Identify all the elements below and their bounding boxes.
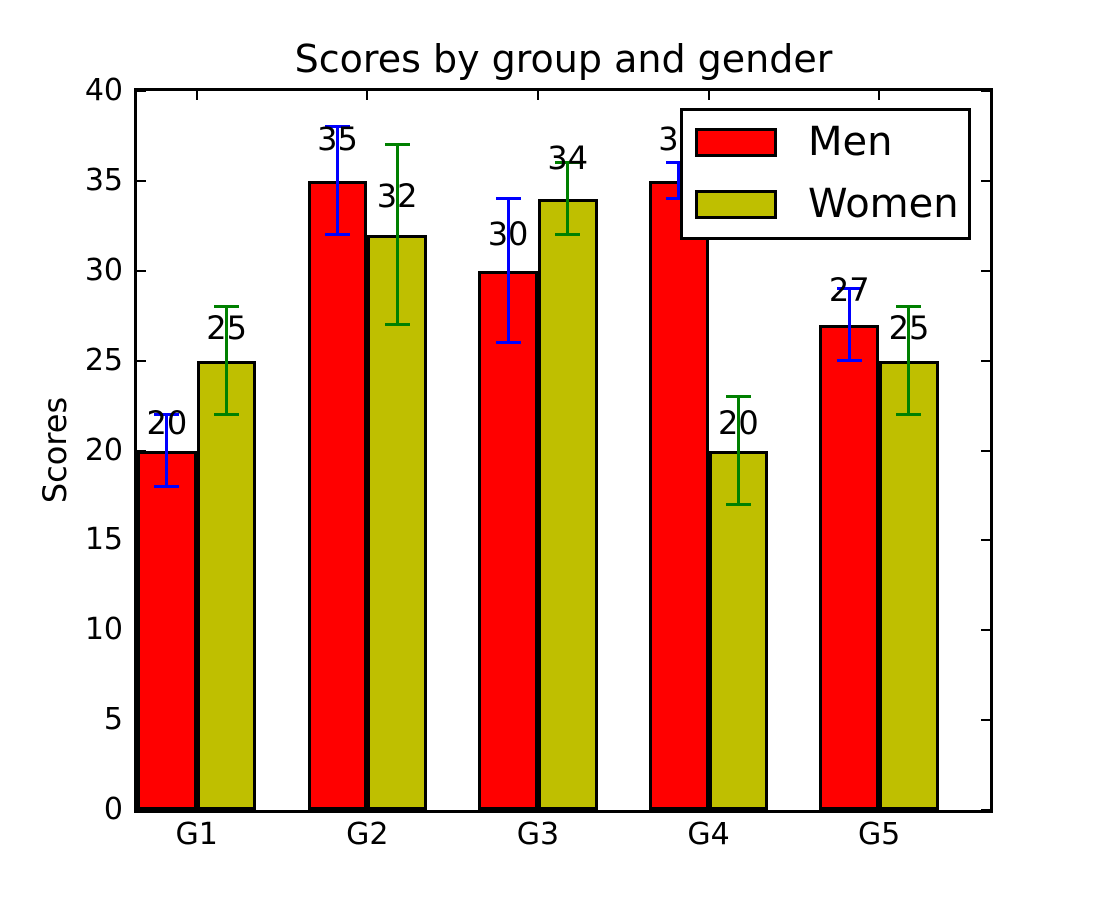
bar-women-g5: [879, 360, 939, 810]
legend-label-women: Women: [808, 181, 959, 227]
error-bar-cap: [324, 125, 350, 129]
chart-title: Scores by group and gender: [294, 37, 833, 81]
y-tick-mark: [981, 90, 990, 92]
x-tick-mark: [195, 91, 198, 100]
value-label-women-g4: 20: [718, 403, 759, 442]
error-bar-men-g5: [847, 288, 851, 361]
x-tick-label: G2: [346, 817, 389, 852]
value-label-women-g2: 32: [376, 177, 418, 216]
error-bar-women-g2: [395, 144, 399, 325]
legend-item-men: Men: [695, 119, 968, 165]
error-bar-cap: [555, 161, 581, 165]
y-tick-mark: [981, 719, 990, 722]
value-label-men-g3: 30: [487, 214, 529, 253]
bar-men-g2: [307, 180, 368, 810]
y-tick-mark: [981, 539, 990, 542]
plot-inner: 20 35 30 35 27 25 32 34 20 25: [137, 90, 990, 811]
error-bar-cap: [154, 484, 180, 488]
legend-swatch-men: [695, 128, 777, 157]
error-bar-cap: [836, 359, 862, 363]
x-tick-mark: [878, 91, 881, 100]
y-tick-mark: [137, 359, 146, 362]
y-tick-mark: [137, 269, 146, 272]
error-bar-cap: [214, 305, 240, 309]
x-tick-mark: [366, 91, 369, 100]
x-tick-label: G4: [687, 817, 730, 852]
x-tick-label: G5: [857, 817, 901, 852]
value-label-men-g5: 27: [828, 271, 870, 310]
y-tick-label: 30: [84, 252, 123, 288]
y-tick-mark: [981, 359, 990, 362]
y-tick-mark: [981, 629, 990, 632]
bar-men-g5: [819, 324, 880, 810]
error-bar-cap: [666, 161, 692, 165]
error-bar-cap: [495, 341, 521, 345]
value-label-women-g3: 34: [547, 139, 589, 178]
y-tick-label: 20: [84, 432, 123, 468]
error-bar-cap: [666, 197, 692, 201]
value-label-women-g1: 25: [206, 309, 247, 348]
y-tick-label: 5: [103, 702, 123, 738]
x-tick-label: G3: [516, 817, 560, 852]
legend: Men Women: [680, 108, 971, 240]
x-tick-mark: [536, 91, 539, 100]
y-tick-label: 15: [84, 522, 123, 558]
error-bar-cap: [154, 413, 180, 417]
error-bar-men-g4: [677, 162, 681, 199]
error-bar-cap: [896, 413, 922, 417]
bar-men-g1: [137, 450, 197, 810]
value-label-women-g5: 25: [888, 309, 930, 348]
error-bar-women-g4: [736, 396, 740, 505]
y-tick-mark: [981, 809, 990, 811]
y-tick-mark: [137, 90, 146, 92]
y-tick-mark: [137, 809, 146, 811]
error-bar-cap: [555, 233, 581, 237]
error-bar-cap: [896, 305, 922, 309]
error-bar-cap: [384, 323, 410, 327]
bar-men-g4: [648, 180, 709, 810]
error-bar-men-g1: [165, 414, 169, 487]
bar-women-g4: [708, 450, 769, 810]
y-tick-mark: [981, 179, 990, 182]
error-bar-women-g1: [225, 306, 229, 415]
error-bar-men-g3: [506, 198, 510, 343]
error-bar-cap: [324, 233, 350, 237]
y-tick-label: 0: [103, 792, 123, 827]
error-bar-cap: [725, 395, 751, 399]
y-tick-label: 40: [84, 73, 123, 108]
bar-men-g3: [478, 270, 538, 810]
error-bar-cap: [836, 287, 862, 291]
error-bar-cap: [384, 143, 410, 147]
y-tick-mark: [981, 269, 990, 272]
error-bar-cap: [725, 502, 751, 506]
y-tick-mark: [137, 179, 146, 182]
x-tick-mark: [707, 91, 710, 100]
legend-swatch-women: [695, 190, 777, 219]
error-bar-women-g3: [566, 162, 570, 235]
error-bar-women-g5: [907, 306, 911, 415]
bar-women-g2: [367, 234, 427, 810]
y-tick-mark: [981, 449, 990, 452]
value-label-men-g2: 35: [317, 120, 358, 159]
value-label-men-g1: 20: [146, 403, 188, 442]
error-bar-cap: [495, 197, 521, 201]
y-tick-label: 10: [84, 612, 123, 648]
y-tick-label: 35: [84, 162, 123, 198]
legend-item-women: Women: [695, 181, 968, 227]
bar-women-g3: [537, 198, 598, 810]
error-bar-cap: [214, 413, 240, 417]
legend-label-men: Men: [808, 119, 893, 165]
y-tick-label: 25: [84, 342, 123, 378]
error-bar-men-g2: [335, 126, 339, 235]
bar-women-g1: [196, 360, 257, 810]
x-tick-label: G1: [175, 817, 218, 852]
